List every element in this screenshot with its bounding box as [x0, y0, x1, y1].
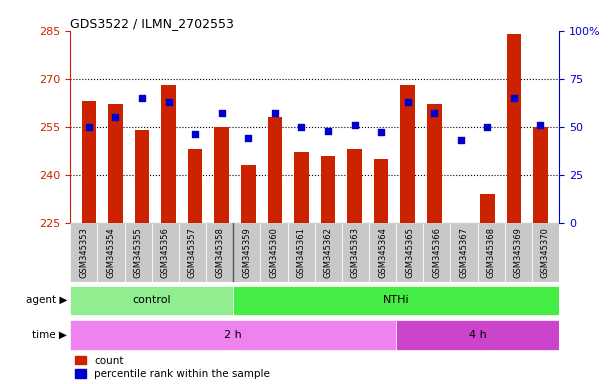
- Bar: [400, 85, 415, 223]
- Bar: [374, 159, 389, 223]
- Bar: [206, 223, 233, 282]
- Bar: [125, 223, 152, 282]
- Text: GSM345363: GSM345363: [351, 227, 360, 278]
- Bar: [288, 223, 315, 282]
- Text: GSM345354: GSM345354: [106, 227, 115, 278]
- Text: GSM345367: GSM345367: [459, 227, 469, 278]
- Bar: [396, 320, 559, 350]
- Bar: [507, 34, 521, 223]
- Bar: [505, 223, 532, 282]
- Point: [137, 95, 147, 101]
- Bar: [268, 117, 282, 223]
- Bar: [188, 149, 202, 223]
- Point: [111, 114, 120, 120]
- Text: GSM345356: GSM345356: [161, 227, 170, 278]
- Bar: [450, 223, 478, 282]
- Text: 2 h: 2 h: [224, 330, 242, 340]
- Bar: [233, 286, 559, 315]
- Bar: [427, 104, 442, 223]
- Bar: [161, 85, 176, 223]
- Text: NTHi: NTHi: [383, 295, 409, 306]
- Text: GSM345366: GSM345366: [433, 227, 441, 278]
- Text: agent ▶: agent ▶: [26, 295, 67, 306]
- Bar: [97, 223, 125, 282]
- Text: GDS3522 / ILMN_2702553: GDS3522 / ILMN_2702553: [70, 17, 234, 30]
- Point: [190, 131, 200, 137]
- Point: [296, 124, 306, 130]
- Bar: [152, 223, 179, 282]
- Bar: [533, 127, 548, 223]
- Text: 4 h: 4 h: [469, 330, 486, 340]
- Point: [483, 124, 492, 130]
- Bar: [369, 223, 396, 282]
- Text: GSM345357: GSM345357: [188, 227, 197, 278]
- Text: GSM345353: GSM345353: [79, 227, 89, 278]
- Point: [349, 122, 359, 128]
- Bar: [315, 223, 342, 282]
- Bar: [233, 223, 260, 282]
- Point: [430, 110, 439, 116]
- Text: GSM345361: GSM345361: [296, 227, 306, 278]
- Bar: [294, 152, 309, 223]
- Bar: [108, 104, 123, 223]
- Text: GSM345359: GSM345359: [243, 227, 251, 278]
- Text: GSM345365: GSM345365: [405, 227, 414, 278]
- Bar: [70, 286, 233, 315]
- Text: control: control: [133, 295, 171, 306]
- Text: GSM345364: GSM345364: [378, 227, 387, 278]
- Bar: [179, 223, 206, 282]
- Point: [403, 99, 412, 105]
- Point: [456, 137, 466, 143]
- Point: [84, 124, 93, 130]
- Text: GSM345368: GSM345368: [487, 227, 496, 278]
- Text: GSM345369: GSM345369: [514, 227, 523, 278]
- Bar: [396, 223, 423, 282]
- Bar: [478, 223, 505, 282]
- Bar: [342, 223, 369, 282]
- Text: GSM345360: GSM345360: [269, 227, 279, 278]
- Point: [509, 95, 519, 101]
- Bar: [81, 101, 96, 223]
- Text: GSM345362: GSM345362: [324, 227, 333, 278]
- Bar: [321, 156, 335, 223]
- Bar: [347, 149, 362, 223]
- Bar: [241, 165, 255, 223]
- Bar: [532, 223, 559, 282]
- Text: GSM345370: GSM345370: [541, 227, 550, 278]
- Point: [270, 110, 280, 116]
- Bar: [70, 223, 97, 282]
- Text: time ▶: time ▶: [32, 330, 67, 340]
- Point: [323, 127, 333, 134]
- Point: [376, 129, 386, 136]
- Point: [217, 110, 227, 116]
- Bar: [260, 223, 288, 282]
- Point: [243, 135, 253, 141]
- Point: [536, 122, 546, 128]
- Text: GSM345355: GSM345355: [134, 227, 142, 278]
- Bar: [70, 320, 396, 350]
- Point: [164, 99, 174, 105]
- Bar: [423, 223, 450, 282]
- Bar: [214, 127, 229, 223]
- Text: GSM345358: GSM345358: [215, 227, 224, 278]
- Bar: [480, 194, 495, 223]
- Bar: [134, 130, 149, 223]
- Legend: count, percentile rank within the sample: count, percentile rank within the sample: [76, 356, 270, 379]
